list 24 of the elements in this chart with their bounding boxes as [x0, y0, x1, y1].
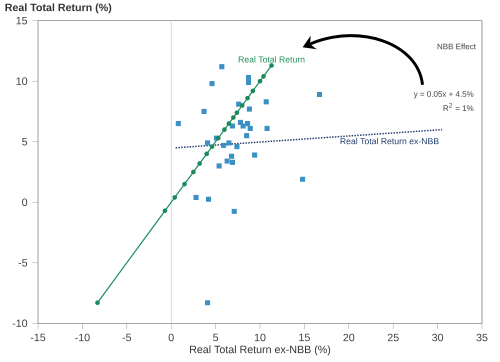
- y-tick-label: 0: [22, 198, 28, 206]
- y-tick-label: 5: [22, 138, 28, 146]
- x-tick-label: 10: [254, 334, 266, 342]
- x-tick-label: -15: [30, 334, 46, 342]
- x-tick-label: 15: [299, 334, 310, 342]
- x-tick-label: 30: [432, 334, 444, 342]
- x-tick-label: -5: [122, 334, 132, 342]
- x-tick-label: 0: [168, 334, 174, 342]
- x-tick-label: -10: [75, 334, 90, 342]
- x-tick-label: 25: [388, 334, 399, 342]
- x-tick-label: 35: [476, 334, 488, 342]
- annotation: NBB Effect: [438, 43, 476, 50]
- y-tick-label: 15: [16, 16, 28, 24]
- annotation: R$^{2}$ = 1%: [444, 102, 474, 111]
- x-tick-label: 5: [213, 334, 218, 342]
- x-axis-title: Real Total Return ex-NBB (%): [190, 345, 330, 356]
- y-tick-label: -10: [12, 320, 28, 328]
- y-axis-title: Real Total Return (%): [5, 3, 112, 14]
- series-label: Real Total Return: [238, 56, 304, 63]
- series-label: Real Total Return ex-NBB: [340, 138, 439, 144]
- x-tick-label: 20: [343, 334, 354, 342]
- annotation: y = 0.05x + 4.5%: [414, 91, 474, 98]
- y-tick-label: 10: [16, 77, 28, 85]
- y-tick-label: -5: [18, 259, 28, 267]
